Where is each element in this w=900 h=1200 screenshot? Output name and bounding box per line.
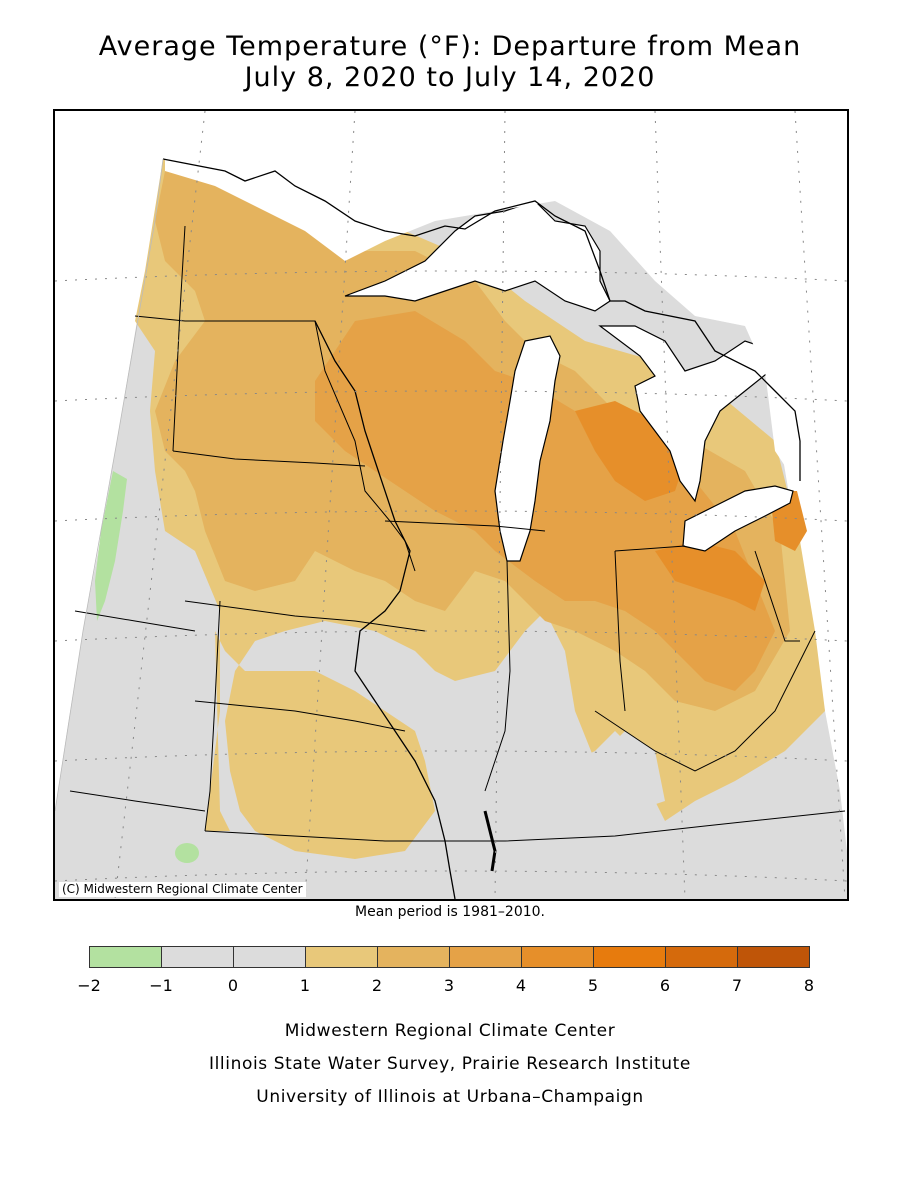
map-title: Average Temperature (°F): Departure from… xyxy=(98,31,802,62)
legend-swatch xyxy=(521,946,594,968)
state-borders xyxy=(69,225,846,842)
credit-line-2: Illinois State Water Survey, Prairie Res… xyxy=(209,1054,691,1074)
legend-tick-label: 6 xyxy=(659,976,671,995)
graticule xyxy=(55,111,847,899)
map-panel: (C) Midwestern Regional Climate Center xyxy=(53,109,849,901)
canada-us-border xyxy=(162,158,801,481)
reelfoot-lake xyxy=(483,810,497,872)
anomaly-zone-neg-west xyxy=(95,471,127,621)
temperature-departure-map xyxy=(55,111,847,899)
lake-michigan xyxy=(494,335,561,562)
lake-erie xyxy=(682,485,794,552)
lake-huron xyxy=(598,325,776,503)
legend-tick-label: 3 xyxy=(443,976,455,995)
legend-swatch xyxy=(737,946,810,968)
anomaly-zone-neg-south xyxy=(175,843,199,863)
legend-tick-label: 1 xyxy=(299,976,311,995)
legend-tick-label: −1 xyxy=(149,976,173,995)
lake-superior xyxy=(344,200,611,312)
legend-tick-label: 0 xyxy=(227,976,239,995)
mississippi-river xyxy=(314,320,456,899)
map-date-range: July 8, 2020 to July 14, 2020 xyxy=(244,62,656,93)
map-copyright: (C) Midwestern Regional Climate Center xyxy=(59,882,306,897)
legend-tick-label: 2 xyxy=(371,976,383,995)
credit-line-3: University of Illinois at Urbana–Champai… xyxy=(256,1087,644,1107)
legend-swatch xyxy=(89,946,162,968)
legend-tick-label: 4 xyxy=(515,976,527,995)
color-legend xyxy=(89,946,810,970)
legend-swatch xyxy=(305,946,378,968)
legend-tick-label: 8 xyxy=(803,976,815,995)
anomaly-zone-0-1-south xyxy=(425,611,665,821)
canada-land xyxy=(165,111,847,491)
legend-swatch xyxy=(449,946,522,968)
legend-swatch xyxy=(233,946,306,968)
legend-tick-label: −2 xyxy=(77,976,101,995)
legend-swatch xyxy=(161,946,234,968)
legend-tick-label: 5 xyxy=(587,976,599,995)
legend-swatch xyxy=(593,946,666,968)
projection-edge xyxy=(55,158,164,812)
legend-tick-label: 7 xyxy=(731,976,743,995)
anomaly-zone-4-5-ohio xyxy=(655,541,765,611)
legend-swatch xyxy=(377,946,450,968)
mean-period-note: Mean period is 1981–2010. xyxy=(355,904,545,920)
credit-line-1: Midwestern Regional Climate Center xyxy=(284,1021,616,1041)
legend-swatch xyxy=(665,946,738,968)
anomaly-zone-3-4 xyxy=(315,311,775,691)
